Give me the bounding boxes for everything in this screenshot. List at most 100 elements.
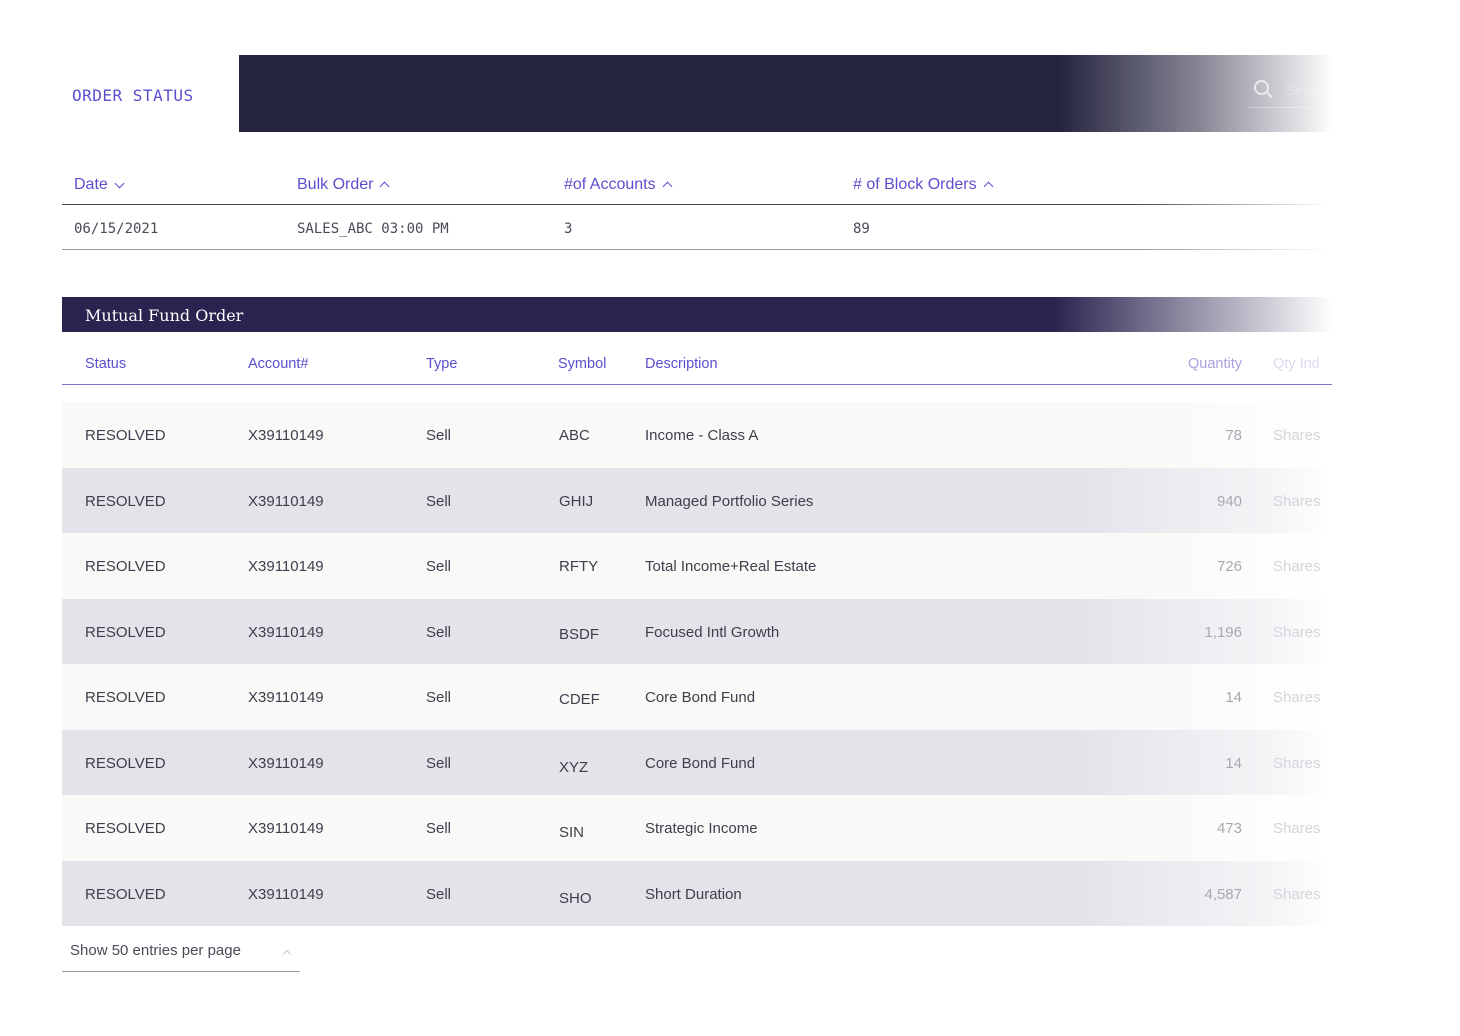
summary-bulk-order: SALES_ABC 03:00 PM: [297, 221, 449, 237]
column-status[interactable]: Status: [85, 356, 127, 372]
table-row[interactable]: RESOLVED X39110149 Sell BSDF Focused Int…: [62, 598, 1332, 664]
status-cell: RESOLVED: [85, 885, 166, 903]
unit-cell: Shares: [1273, 885, 1321, 903]
account-cell: X39110149: [248, 754, 324, 772]
column-accounts[interactable]: #of Accounts: [564, 176, 673, 194]
unit-cell: Shares: [1273, 623, 1321, 641]
account-cell: X39110149: [248, 492, 324, 510]
description-cell: Short Duration: [645, 885, 742, 903]
column-qty-ind[interactable]: Qty Ind: [1273, 356, 1320, 372]
symbol-cell: SIN: [559, 824, 585, 841]
status-cell: RESOLVED: [85, 427, 166, 444]
description-cell: Managed Portfolio Series: [645, 492, 814, 510]
account-cell: X39110149: [248, 820, 324, 837]
status-cell: RESOLVED: [85, 754, 166, 772]
unit-cell: Shares: [1273, 754, 1321, 772]
type-cell: Sell: [426, 492, 452, 510]
unit-cell: Shares: [1273, 427, 1321, 444]
table-row[interactable]: RESOLVED X39110149 Sell XYZ Core Bond Fu…: [62, 729, 1332, 795]
symbol-cell: RFTY: [559, 558, 599, 575]
quantity-cell: 14: [1225, 754, 1242, 772]
account-cell: X39110149: [248, 427, 324, 444]
entries-per-page-select[interactable]: Show 50 entries per page: [62, 934, 300, 972]
column-label: Date: [74, 176, 108, 193]
section-bar: Mutual Fund Order: [62, 297, 1332, 332]
type-cell: Sell: [426, 623, 452, 641]
search-box[interactable]: [1248, 74, 1338, 108]
status-cell: RESOLVED: [85, 558, 166, 575]
page-title: ORDER STATUS: [72, 86, 194, 105]
column-label: Bulk Order: [297, 176, 374, 193]
column-label: # of Block Orders: [853, 176, 977, 193]
summary-block-orders: 89: [853, 221, 870, 237]
quantity-cell: 726: [1216, 558, 1242, 575]
symbol-cell: SHO: [559, 889, 592, 907]
table-row[interactable]: RESOLVED X39110149 Sell ABC Income - Cla…: [62, 402, 1332, 468]
description-cell: Strategic Income: [645, 820, 758, 837]
mutual-fund-table-header: Status Account# Type Symbol Description …: [62, 349, 1332, 385]
summary-date: 06/15/2021: [74, 221, 159, 237]
table-row[interactable]: RESOLVED X39110149 Sell SHO Short Durati…: [62, 860, 1332, 926]
unit-cell: Shares: [1273, 558, 1321, 575]
quantity-cell: 1,196: [1204, 623, 1242, 641]
search-icon[interactable]: [1254, 80, 1274, 100]
account-cell: X39110149: [248, 558, 324, 575]
status-cell: RESOLVED: [85, 623, 166, 641]
type-cell: Sell: [426, 558, 452, 575]
quantity-cell: 473: [1216, 820, 1242, 837]
symbol-cell: ABC: [559, 427, 590, 444]
column-account[interactable]: Account#: [248, 356, 309, 372]
chevron-up-icon[interactable]: [662, 181, 673, 192]
search-input[interactable]: [1286, 80, 1334, 100]
unit-cell: Shares: [1273, 689, 1321, 706]
header-bar: [239, 55, 1333, 132]
symbol-cell: XYZ: [559, 758, 589, 776]
quantity-cell: 78: [1225, 427, 1242, 444]
status-cell: RESOLVED: [85, 689, 166, 706]
table-row[interactable]: RESOLVED X39110149 Sell CDEF Core Bond F…: [62, 664, 1332, 730]
summary-table-header: Date Bulk Order #of Accounts # of Block …: [62, 170, 1328, 205]
account-cell: X39110149: [248, 885, 324, 903]
column-symbol[interactable]: Symbol: [558, 356, 607, 372]
symbol-cell: CDEF: [559, 691, 600, 708]
chevron-down-icon[interactable]: [114, 178, 125, 188]
description-cell: Core Bond Fund: [645, 689, 756, 706]
type-cell: Sell: [426, 427, 452, 444]
quantity-cell: 14: [1225, 689, 1242, 706]
type-cell: Sell: [426, 885, 452, 903]
column-bulk-order[interactable]: Bulk Order: [297, 176, 390, 194]
description-cell: Total Income+Real Estate: [645, 558, 817, 575]
column-date[interactable]: Date: [74, 176, 125, 194]
symbol-cell: GHIJ: [559, 492, 594, 510]
symbol-cell: BSDF: [559, 625, 600, 643]
summary-row[interactable]: 06/15/2021 SALES_ABC 03:00 PM 3 89: [62, 206, 1328, 250]
type-cell: Sell: [426, 754, 452, 772]
account-cell: X39110149: [248, 623, 324, 641]
type-cell: Sell: [426, 820, 452, 837]
description-cell: Income - Class A: [645, 427, 759, 444]
unit-cell: Shares: [1273, 492, 1321, 510]
quantity-cell: 4,587: [1204, 885, 1242, 903]
account-cell: X39110149: [248, 689, 324, 706]
table-row[interactable]: RESOLVED X39110149 Sell SIN Strategic In…: [62, 795, 1332, 861]
column-type[interactable]: Type: [426, 356, 458, 372]
description-cell: Core Bond Fund: [645, 754, 756, 772]
summary-accounts: 3: [564, 221, 573, 237]
description-cell: Focused Intl Growth: [645, 623, 780, 641]
column-description[interactable]: Description: [645, 356, 718, 372]
table-row[interactable]: RESOLVED X39110149 Sell RFTY Total Incom…: [62, 533, 1332, 599]
chevron-up-icon[interactable]: [282, 949, 292, 959]
column-label: #of Accounts: [564, 176, 656, 193]
chevron-up-icon[interactable]: [380, 181, 390, 192]
table-row[interactable]: RESOLVED X39110149 Sell GHIJ Managed Por…: [62, 467, 1332, 533]
column-quantity[interactable]: Quantity: [1188, 356, 1242, 372]
entries-per-page-label: Show 50 entries per page: [70, 942, 241, 959]
mutual-fund-rows: RESOLVED X39110149 Sell ABC Income - Cla…: [62, 402, 1332, 926]
chevron-up-icon[interactable]: [983, 181, 994, 192]
quantity-cell: 940: [1216, 492, 1242, 510]
unit-cell: Shares: [1273, 820, 1321, 837]
status-cell: RESOLVED: [85, 820, 166, 837]
type-cell: Sell: [426, 689, 452, 706]
column-block-orders[interactable]: # of Block Orders: [853, 176, 994, 194]
status-cell: RESOLVED: [85, 492, 166, 510]
